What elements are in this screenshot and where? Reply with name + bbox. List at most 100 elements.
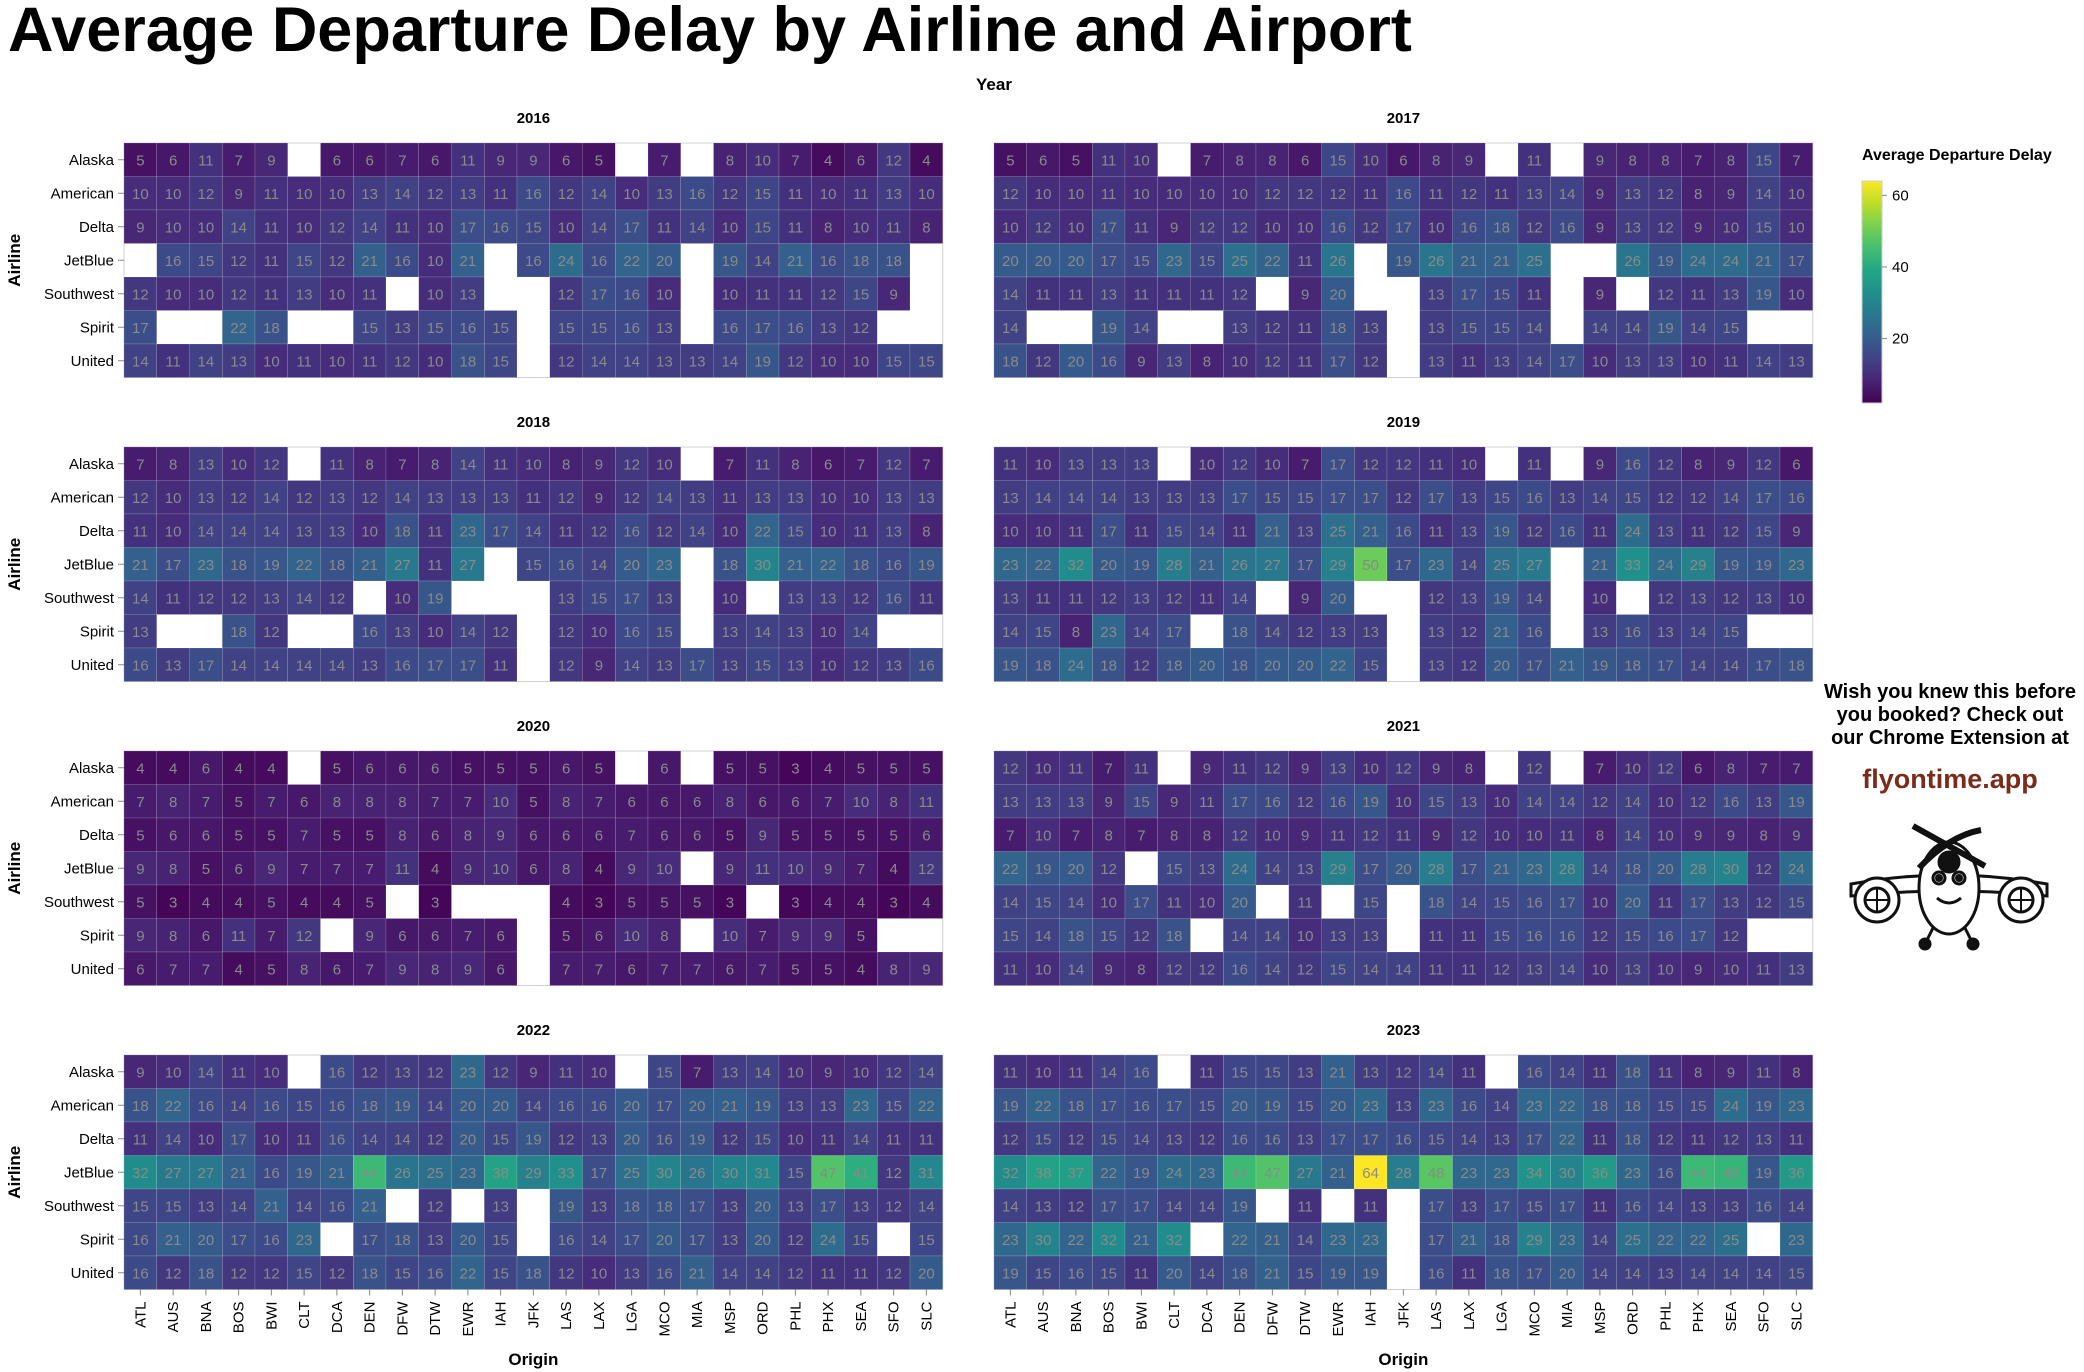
heatmap-cell xyxy=(993,817,1027,852)
cell-label: 12 xyxy=(1395,456,1412,473)
heatmap-cell xyxy=(1354,750,1388,785)
heatmap-cell xyxy=(1452,276,1486,311)
cell-label: 8 xyxy=(1694,186,1702,203)
heatmap-cell xyxy=(189,1121,223,1156)
heatmap-cell xyxy=(615,243,649,278)
cell-label: 18 xyxy=(1166,657,1183,674)
heatmap-cell xyxy=(615,884,649,919)
cell-label: 17 xyxy=(427,657,444,674)
cell-label: 9 xyxy=(1596,286,1604,303)
heatmap-cell xyxy=(353,243,387,278)
cell-label: 22 xyxy=(754,523,771,540)
cell-label: 20 xyxy=(1231,894,1248,911)
heatmap-cell xyxy=(1092,851,1126,886)
heatmap-cell xyxy=(844,310,878,345)
heatmap-cell xyxy=(484,176,518,211)
x-tick-label: EWR xyxy=(1330,1301,1347,1336)
heatmap-cell xyxy=(1648,1121,1682,1156)
cell-label: 14 xyxy=(1592,320,1609,337)
heatmap-cell xyxy=(1223,209,1257,244)
cell-label: 12 xyxy=(1755,456,1772,473)
cell-label: 10 xyxy=(492,794,509,811)
heatmap-cell xyxy=(549,209,583,244)
cell-label: 16 xyxy=(1133,1064,1150,1081)
cell-label: 14 xyxy=(1199,523,1216,540)
heatmap-cell xyxy=(189,513,223,548)
cell-label: 19 xyxy=(1362,1265,1379,1282)
cell-label: 5 xyxy=(726,760,734,777)
heatmap-cell xyxy=(1092,918,1126,953)
heatmap-cell xyxy=(909,1121,943,1156)
panel-title-2019: 2019 xyxy=(1387,414,1420,431)
cell-label: 14 xyxy=(1592,490,1609,507)
heatmap-cell xyxy=(1517,1121,1551,1156)
y-tick-label: American xyxy=(51,793,114,810)
heatmap-cell xyxy=(1255,647,1289,682)
cell-label: 7 xyxy=(431,794,439,811)
y-tick-label: United xyxy=(71,961,114,978)
promo-link[interactable]: flyontime.app xyxy=(1862,764,2038,794)
cell-label: 6 xyxy=(431,827,439,844)
cell-label: 12 xyxy=(329,590,346,607)
heatmap-cell xyxy=(615,310,649,345)
cell-label: 3 xyxy=(169,894,177,911)
heatmap-cell xyxy=(615,176,649,211)
heatmap-cell xyxy=(909,580,943,615)
cell-label: 8 xyxy=(1727,152,1735,169)
heatmap-cell xyxy=(451,817,485,852)
heatmap-cell xyxy=(746,480,780,515)
cell-label: 5 xyxy=(234,827,242,844)
heatmap-cell xyxy=(1026,547,1060,582)
cell-label: 9 xyxy=(922,961,930,978)
cell-label: 19 xyxy=(1657,320,1674,337)
heatmap-cell xyxy=(746,176,780,211)
cell-label: 13 xyxy=(1002,490,1019,507)
cell-label: 11 xyxy=(853,523,869,540)
cell-label: 8 xyxy=(1759,827,1767,844)
y-tick-label: American xyxy=(51,489,114,506)
heatmap-cell xyxy=(1616,209,1650,244)
cell-label: 6 xyxy=(333,152,341,169)
heatmap-cell xyxy=(254,647,288,682)
heatmap-cell xyxy=(1157,918,1191,953)
cell-label: 8 xyxy=(1203,827,1211,844)
heatmap-cell xyxy=(418,851,452,886)
heatmap-cell xyxy=(222,1255,256,1290)
heatmap-cell xyxy=(1354,547,1388,582)
cell-label: 18 xyxy=(1788,657,1805,674)
cell-label: 14 xyxy=(1231,928,1248,945)
cell-label: 13 xyxy=(329,490,346,507)
cell-label: 12 xyxy=(558,657,575,674)
heatmap-cell xyxy=(1583,176,1617,211)
cell-label: 16 xyxy=(1264,1131,1281,1148)
heatmap-cell xyxy=(222,817,256,852)
cell-label: 17 xyxy=(1526,657,1543,674)
heatmap-cell xyxy=(680,1255,714,1290)
heatmap-cell xyxy=(254,851,288,886)
heatmap-cell xyxy=(1616,310,1650,345)
cell-label: 13 xyxy=(263,590,280,607)
cell-label: 28 xyxy=(1428,861,1445,878)
x-tick-label: MSP xyxy=(1592,1302,1609,1335)
heatmap-cell xyxy=(418,580,452,615)
cell-label: 17 xyxy=(1100,219,1117,236)
cell-label: 9 xyxy=(1104,961,1112,978)
cell-label: 7 xyxy=(136,456,144,473)
heatmap-cell xyxy=(418,142,452,177)
heatmap-cell xyxy=(877,513,911,548)
cell-label: 16 xyxy=(263,1098,280,1115)
cell-label: 14 xyxy=(1035,928,1052,945)
heatmap-cell xyxy=(844,343,878,378)
cell-label: 12 xyxy=(427,186,444,203)
cell-label: 19 xyxy=(1231,1198,1248,1215)
heatmap-cell xyxy=(385,343,419,378)
heatmap-cell xyxy=(222,310,256,345)
heatmap-cell xyxy=(353,884,387,919)
heatmap-cell xyxy=(1681,209,1715,244)
cell-label: 10 xyxy=(1002,219,1019,236)
heatmap-cell xyxy=(516,1155,550,1190)
cell-label: 14 xyxy=(230,523,247,540)
y-axis-title: Airline xyxy=(5,538,24,591)
cell-label: 12 xyxy=(1461,186,1478,203)
heatmap-cell xyxy=(1747,750,1781,785)
